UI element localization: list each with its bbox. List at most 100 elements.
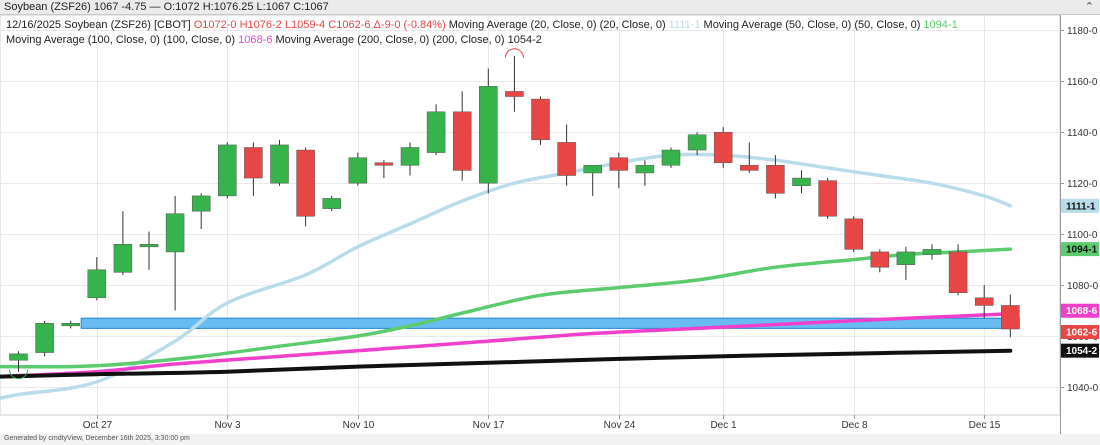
candle-body bbox=[661, 149, 681, 166]
moving-average-line bbox=[0, 152, 1013, 400]
candle-body bbox=[713, 131, 733, 164]
candle-body bbox=[1001, 305, 1020, 330]
price-axis[interactable]: 1040-01060-01080-01100-01120-01140-01160… bbox=[1060, 26, 1099, 394]
candle-body bbox=[583, 165, 602, 174]
candle-body bbox=[87, 269, 107, 299]
candle-body bbox=[400, 147, 420, 166]
candle-body bbox=[244, 147, 263, 179]
high-circle-marker bbox=[504, 48, 524, 58]
price-label-box bbox=[1061, 303, 1099, 318]
moving-average-lines bbox=[0, 152, 1013, 400]
plot-frame bbox=[0, 15, 1061, 416]
legend-value: O1072-0 bbox=[191, 19, 237, 31]
price-label: 1068-6 bbox=[1066, 306, 1098, 317]
price-label-box bbox=[1061, 325, 1099, 340]
candle-body bbox=[374, 162, 394, 166]
x-tick-label: Dec 1 bbox=[710, 420, 737, 431]
grid-lines bbox=[0, 15, 1061, 434]
legend-value: C1062-6 bbox=[325, 19, 370, 31]
candle-body bbox=[452, 111, 472, 171]
price-chart[interactable]: 1040-01060-01080-01100-01120-01140-01160… bbox=[0, 15, 1100, 434]
candle-body bbox=[505, 91, 524, 97]
footer-text: Generated by cmdtyView, December 16th 20… bbox=[4, 435, 190, 442]
legend-line-2: Moving Average (100, Close, 0) (100, Clo… bbox=[6, 34, 542, 46]
legend-value: Moving Average (100, Close, 0) (100, Clo… bbox=[6, 34, 235, 46]
candle-body bbox=[557, 142, 576, 176]
candle-body bbox=[61, 323, 80, 327]
x-tick-label: Dec 8 bbox=[841, 420, 868, 431]
candle-body bbox=[766, 165, 785, 194]
moving-average-line bbox=[0, 348, 1013, 379]
time-axis[interactable]: Oct 27 Nov 3 Nov 10 Nov 17 Nov 24 Dec 1 Dec 8 D… bbox=[83, 415, 1001, 431]
candle-body bbox=[844, 218, 863, 250]
candle-body bbox=[974, 297, 994, 306]
price-label-box bbox=[1061, 343, 1099, 358]
price-label-box bbox=[1061, 198, 1099, 213]
x-tick-label: Oct 27 bbox=[83, 420, 113, 431]
candle-body bbox=[113, 244, 133, 273]
moving-average-line bbox=[0, 311, 1013, 379]
legend-value: Moving Average (200, Close, 0) (200, Clo… bbox=[272, 34, 504, 46]
candlesticks bbox=[9, 55, 1020, 372]
moving-average-line bbox=[0, 247, 1013, 369]
candle-body bbox=[531, 98, 550, 141]
legend-value: Moving Average (50, Close, 0) (50, Close… bbox=[700, 19, 920, 31]
circle-markers bbox=[9, 48, 524, 380]
candle-body bbox=[426, 111, 446, 153]
y-tick-label: 1160-0 bbox=[1067, 77, 1098, 88]
candle-body bbox=[740, 165, 759, 171]
candle-body bbox=[870, 251, 890, 268]
candle-body bbox=[35, 323, 54, 353]
price-label: 1062-6 bbox=[1066, 328, 1098, 339]
x-tick-label: Nov 24 bbox=[604, 420, 636, 431]
candle-body bbox=[896, 251, 916, 265]
legend-value: 1094-1 bbox=[920, 19, 957, 31]
candle-body bbox=[348, 157, 368, 184]
y-tick-label: 1040-0 bbox=[1067, 383, 1099, 394]
price-label: 1094-1 bbox=[1066, 245, 1098, 256]
footer: Generated by cmdtyView, December 16th 20… bbox=[0, 434, 1100, 445]
candle-body bbox=[296, 149, 315, 217]
y-tick-label: 1120-0 bbox=[1067, 179, 1098, 190]
y-tick-label: 1080-0 bbox=[1067, 281, 1099, 292]
candle-body bbox=[139, 244, 159, 248]
candle-body bbox=[165, 213, 185, 253]
legend-value: Δ-9-0 (-0.84%) bbox=[371, 19, 446, 31]
candle-body bbox=[818, 180, 837, 217]
chart-legend: 12/16/2025 Soybean (ZSF26) [CBOT] O1072-… bbox=[6, 19, 958, 46]
candle-body bbox=[922, 249, 942, 255]
x-tick-label: Nov 3 bbox=[214, 420, 241, 431]
candle-body bbox=[948, 251, 968, 293]
candle-body bbox=[609, 157, 629, 171]
candle-body bbox=[218, 144, 237, 197]
legend-line-1: 12/16/2025 Soybean (ZSF26) [CBOT] O1072-… bbox=[6, 19, 958, 31]
candle-body bbox=[479, 86, 498, 184]
title-bar: Soybean (ZSF26) 1067 -4.75 — O:1072 H:10… bbox=[0, 0, 1100, 15]
candle-body bbox=[687, 134, 707, 151]
legend-value: 1054-2 bbox=[505, 34, 542, 46]
price-label: 1111-1 bbox=[1066, 201, 1096, 212]
candle-body bbox=[270, 144, 289, 184]
legend-value: 12/16/2025 Soybean (ZSF26) [CBOT] bbox=[6, 19, 191, 31]
x-tick-label: Dec 15 bbox=[969, 420, 1001, 431]
candle-body bbox=[792, 177, 811, 186]
window-title: Soybean (ZSF26) 1067 -4.75 — O:1072 H:10… bbox=[4, 1, 329, 13]
y-tick-label: 1100-0 bbox=[1067, 230, 1098, 241]
low-circle-marker bbox=[9, 369, 28, 380]
legend-value: 1068-6 bbox=[235, 34, 272, 46]
legend-value: L1059-4 bbox=[282, 19, 325, 31]
candle-body bbox=[191, 195, 211, 212]
legend-value: 1111-1 bbox=[666, 19, 701, 31]
y-tick-label: 1140-0 bbox=[1067, 128, 1098, 139]
candle-body bbox=[635, 165, 655, 174]
candle-body bbox=[9, 353, 28, 361]
price-label-box bbox=[1061, 242, 1099, 257]
legend-value: Moving Average (20, Close, 0) (20, Close… bbox=[446, 19, 666, 31]
legend-value: H1076-2 bbox=[237, 19, 282, 31]
chevron-up-icon[interactable]: ⌃ bbox=[1084, 1, 1094, 13]
price-label: 1054-2 bbox=[1066, 346, 1098, 357]
candle-body bbox=[322, 198, 341, 209]
x-tick-label: Nov 17 bbox=[473, 420, 505, 431]
y-tick-label: 1180-0 bbox=[1067, 26, 1098, 37]
